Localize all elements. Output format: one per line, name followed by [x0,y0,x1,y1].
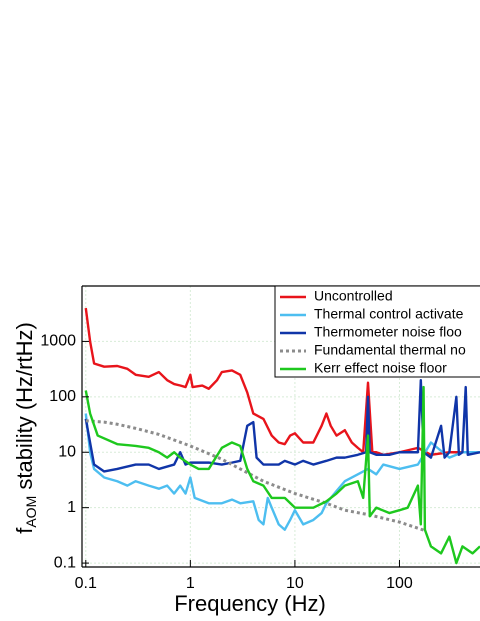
legend-label: Uncontrolled [314,288,393,304]
x-tick-label: 100 [386,575,413,592]
y-label-rest: stability (Hz/rtHz) [12,322,37,496]
y-tick-label: 10 [58,443,76,460]
x-tick-label: 1 [186,575,195,592]
legend: Uncontrolled Thermal control activate Ther… [274,285,480,378]
y-tick-label: 0.1 [54,554,76,571]
y-tick-label: 1 [67,499,76,516]
y-tick-label: 1000 [40,333,76,350]
legend-box [274,285,480,378]
x-tick-label: 0.1 [75,575,97,592]
x-tick-label: 10 [286,575,304,592]
legend-label: Thermal control activate [314,306,464,322]
plot-lines [84,307,480,565]
series-line [84,385,480,565]
y-label-subscript: AOM [23,496,39,528]
grid [82,286,480,567]
x-axis-label: Frequency (Hz) [174,591,326,616]
y-axis-label: fAOM stability (Hz/rtHz) [12,322,39,534]
legend-label: Kerr effect noise floor [314,360,447,376]
series-line [84,307,480,456]
y-tick-label: 100 [49,388,76,405]
y-label-base: f [12,527,37,534]
legend-label: Thermometer noise floo [314,324,462,340]
series-line [85,419,427,533]
ticks: 0.1 1 10 100 0.1 1 10 100 1000 [40,333,413,593]
legend-label: Fundamental thermal no [314,342,466,358]
series-line [84,413,480,531]
